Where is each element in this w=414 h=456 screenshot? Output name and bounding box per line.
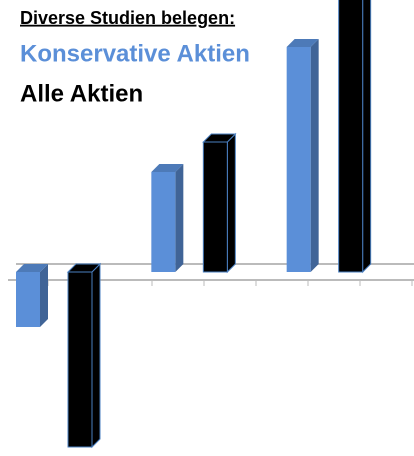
bar-top: [286, 39, 319, 47]
bar: [286, 39, 319, 272]
bar-front: [338, 0, 364, 273]
bar-top: [16, 264, 48, 272]
bar-side: [175, 164, 184, 272]
legend: Diverse Studien belegen: Konservative Ak…: [20, 8, 250, 108]
chart-title: Diverse Studien belegen:: [20, 8, 235, 28]
bar: [16, 264, 48, 327]
plot-area: [8, 0, 414, 449]
bar-side: [362, 0, 372, 274]
bar-front: [151, 172, 176, 272]
bar-side: [40, 264, 48, 327]
bar: [151, 164, 184, 272]
bar-front: [16, 272, 40, 327]
legend-label: Alle Aktien: [20, 80, 143, 107]
bar-side: [310, 39, 319, 272]
bar-front: [286, 47, 311, 272]
bar: [338, 0, 372, 274]
bar: [66, 262, 102, 449]
bar-front: [202, 141, 228, 273]
bar-side: [226, 132, 236, 274]
bar: [202, 132, 237, 274]
bar-front: [67, 271, 93, 448]
bar-top: [151, 164, 184, 172]
bar-side: [91, 262, 101, 449]
legend-label: Konservative Aktien: [20, 40, 250, 67]
